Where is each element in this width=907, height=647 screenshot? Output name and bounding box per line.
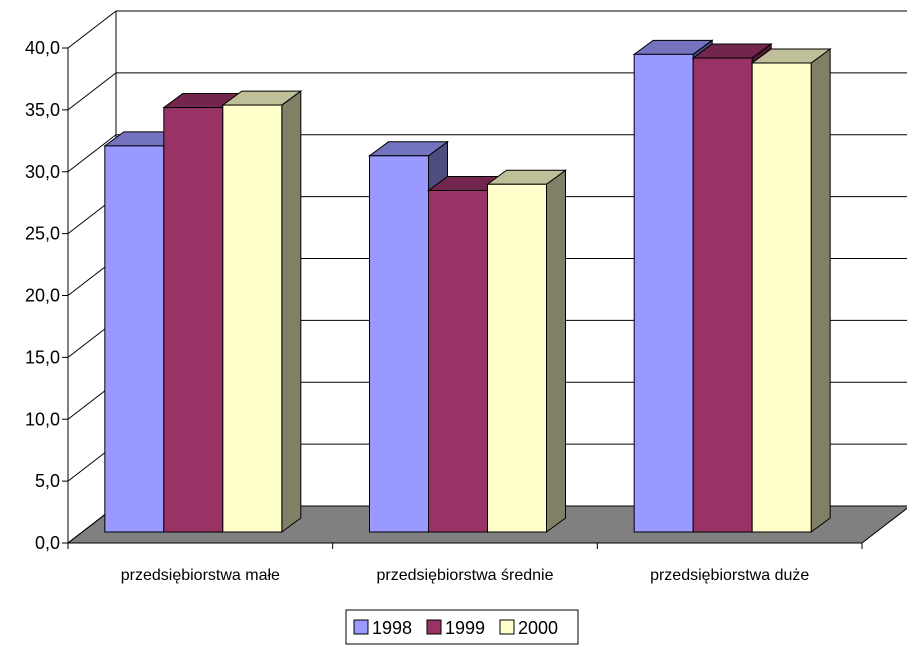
bar-front [104,145,165,533]
legend-box [345,609,579,645]
y-tick-label: 20,0 [25,286,60,306]
legend-label: 1999 [445,618,485,638]
bar-front [692,57,753,533]
x-axis: przedsiębiorstwa małe przedsiębiorstwa śr… [67,542,863,584]
y-tick-label: 25,0 [25,224,60,244]
y-tick-label: 40,0 [25,38,60,58]
bar [485,169,568,533]
bars [103,39,832,533]
bar-side [281,90,302,533]
y-tick-label: 15,0 [25,347,60,367]
bar-front [222,104,283,533]
y-tick-label: 30,0 [25,162,60,182]
legend-swatch [353,619,369,635]
bar-front [751,62,812,533]
y-axis: 0,0 5,0 10,0 15,0 20,0 25,0 30,0 35,0 40,0 [25,38,69,553]
bar-front [487,183,547,533]
legend: 1998 1999 2000 [345,609,579,645]
legend-swatch [426,619,442,635]
legend-label: 2000 [518,618,558,638]
legend-swatch [499,619,515,635]
bar [750,47,832,533]
y-tick-label: 5,0 [35,471,60,491]
y-tick-label: 0,0 [35,533,60,553]
side-wall-gridline [67,72,117,111]
side-wall-gridline [67,10,117,49]
bar-front [163,107,224,533]
bar-front [369,155,429,533]
x-category-label: przedsiębiorstwa duże [650,567,809,584]
bar-front [428,189,488,533]
bar-side [810,47,831,533]
bar [221,90,303,533]
bar-side [546,169,566,533]
legend-label: 1998 [372,618,412,638]
y-tick-label: 10,0 [25,409,60,429]
y-tick-label: 35,0 [25,100,60,120]
x-category-label: przedsiębiorstwa małe [121,567,280,584]
x-category-label: przedsiębiorstwa średnie [377,567,554,584]
side-wall-gridline [67,134,117,173]
bar-front [633,53,694,533]
